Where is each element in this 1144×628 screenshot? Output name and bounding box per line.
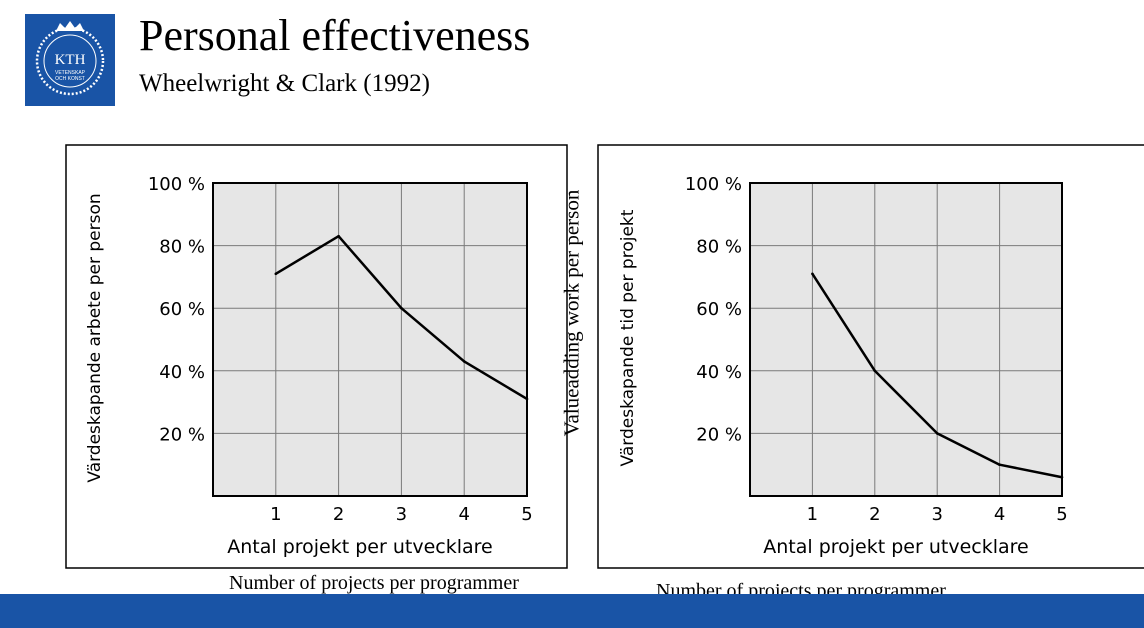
data-point: [873, 369, 877, 373]
series-line: [275, 234, 528, 401]
page-title: Personal effectiveness: [139, 11, 531, 60]
x-axis-label: Antal projekt per utvecklare: [227, 536, 492, 558]
x-tick-label: 3: [931, 504, 942, 525]
x-axis-label: Antal projekt per utvecklare: [763, 536, 1028, 558]
x-tick-label: 1: [807, 504, 818, 525]
y-tick-label: 100 %: [685, 174, 742, 195]
plot-border: [212, 182, 528, 497]
logo-text: KTH: [55, 52, 86, 68]
x-tick-label: 5: [1056, 504, 1067, 525]
y-tick-label: 20 %: [696, 424, 742, 445]
kth-logo: KTH VETENSKAP OCH KONST: [25, 14, 115, 106]
x-tick-label: 5: [521, 504, 532, 525]
footer-bar: [0, 594, 1144, 628]
y-tick-label: 40 %: [696, 362, 742, 383]
data-point: [525, 397, 529, 401]
plot-border: [749, 182, 1063, 497]
y-axis-label: Värdeskapande arbete per person: [85, 193, 105, 482]
x-tick-label: 2: [869, 504, 880, 525]
y-tick-label: 20 %: [159, 424, 205, 445]
data-point: [935, 432, 939, 435]
y-tick-label: 80 %: [159, 237, 205, 258]
y-tick-label: 80 %: [696, 237, 742, 258]
middle-axis-label: Valueadding work per person: [559, 189, 584, 437]
x-tick-label: 4: [458, 504, 469, 525]
y-axis-label: Värdeskapande tid per projekt: [618, 209, 638, 466]
data-point: [337, 234, 340, 238]
data-point: [274, 272, 278, 276]
plot-area: [213, 183, 527, 496]
plot-area: [750, 183, 1062, 496]
logo-line-2: OCH KONST: [55, 76, 85, 82]
data-point: [462, 360, 466, 363]
x-tick-label: 4: [994, 504, 1005, 525]
y-tick-label: 60 %: [696, 299, 742, 320]
data-point: [811, 272, 814, 276]
data-point: [1060, 475, 1064, 479]
series-line: [811, 273, 1063, 479]
y-tick-label: 40 %: [159, 362, 205, 383]
caption-left: Number of projects per programmer: [229, 572, 519, 594]
data-point: [400, 306, 403, 310]
kth-crest-icon: KTH VETENSKAP OCH KONST: [35, 21, 105, 96]
chart-frame: [65, 144, 568, 569]
y-tick-label: 60 %: [159, 299, 205, 320]
page-subtitle: Wheelwright & Clark (1992): [139, 70, 430, 97]
x-tick-label: 1: [270, 504, 281, 525]
y-tick-label: 100 %: [148, 174, 205, 195]
x-tick-label: 2: [333, 504, 344, 525]
x-tick-label: 3: [396, 504, 407, 525]
data-point: [998, 463, 1001, 467]
logo-line-1: VETENSKAP: [55, 70, 86, 76]
chart-frame: [597, 144, 1144, 569]
